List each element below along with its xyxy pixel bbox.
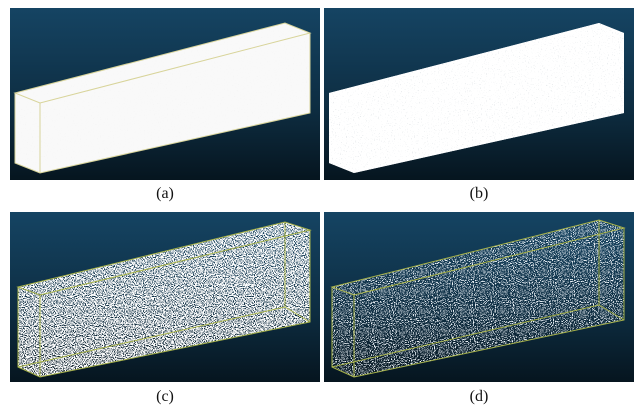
figure: (a) (b) (c) (d) bbox=[0, 0, 639, 410]
panel-a bbox=[10, 8, 320, 180]
panel-b bbox=[324, 8, 634, 180]
panel-c bbox=[10, 212, 320, 382]
panel-label: (b) bbox=[470, 185, 489, 202]
panel-label: (a) bbox=[156, 185, 174, 202]
panel-label: (d) bbox=[470, 388, 489, 405]
panel-d bbox=[324, 212, 634, 382]
panel-label: (c) bbox=[156, 388, 174, 405]
